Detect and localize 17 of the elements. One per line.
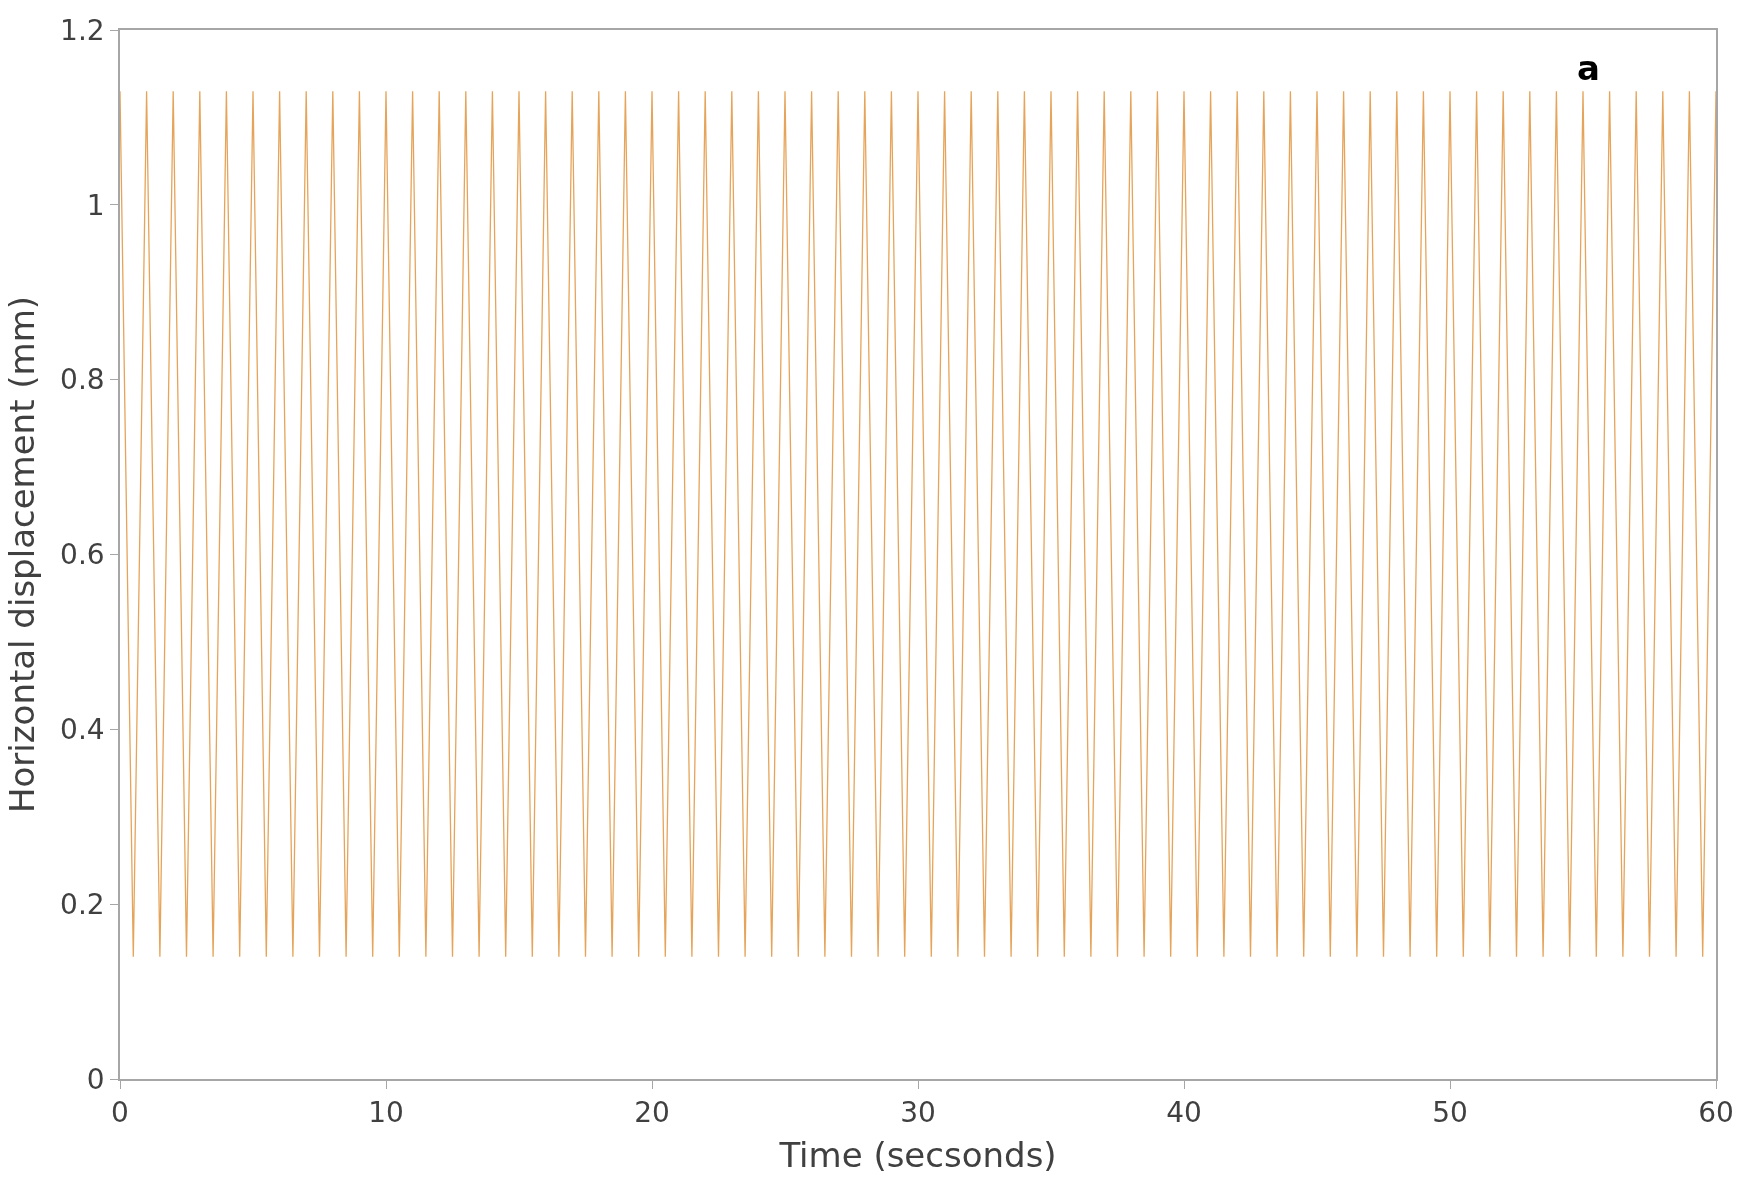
x-tick-label: 60 xyxy=(1698,1096,1734,1130)
x-tick-label: 30 xyxy=(900,1096,936,1130)
annotation: a xyxy=(1577,48,1600,88)
y-axis-title: Horizontal displacement (mm) xyxy=(2,295,43,814)
y-tick-label: 0.2 xyxy=(60,887,105,921)
x-axis-title: Time (secsonds) xyxy=(778,1135,1057,1176)
y-tick-label: 0 xyxy=(86,1062,105,1096)
y-tick-label: 1 xyxy=(86,188,105,222)
y-tick-label: 0.8 xyxy=(60,363,105,397)
y-tick-label: 0.4 xyxy=(60,713,105,747)
y-tick-label: 1.2 xyxy=(60,13,105,47)
x-tick-label: 20 xyxy=(634,1096,670,1130)
x-tick-label: 0 xyxy=(111,1096,129,1130)
x-tick-label: 10 xyxy=(368,1096,404,1130)
x-tick-label: 50 xyxy=(1432,1096,1468,1130)
y-tick-label: 0.6 xyxy=(60,538,105,572)
x-tick-label: 40 xyxy=(1166,1096,1202,1130)
